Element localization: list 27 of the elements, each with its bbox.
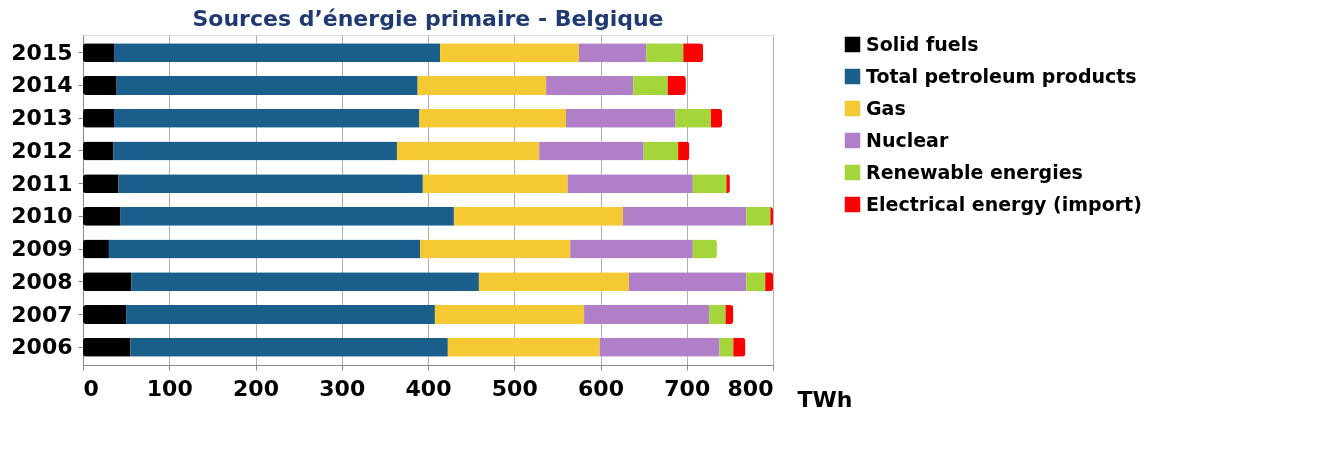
legend-label: Electrical energy (import) [866, 192, 1142, 215]
x-tick-label: 400 [405, 375, 452, 401]
y-tick-label: 2011 [11, 170, 73, 196]
y-tick-label: 2014 [11, 72, 73, 98]
y-tick-label: 2006 [11, 334, 73, 360]
y-tick-label: 2012 [11, 137, 73, 163]
x-tick-label: 300 [319, 375, 366, 401]
x-tick-label: 100 [146, 375, 193, 401]
y-tick-label: 2010 [11, 203, 73, 229]
x-tick-label: 0 [83, 375, 99, 401]
y-tick-label: 2007 [11, 301, 73, 327]
x-tick-label: 700 [664, 375, 711, 401]
y-tick-label: 2009 [11, 236, 73, 262]
y-tick-label: 2013 [11, 105, 73, 131]
x-axis-title: TWh [797, 386, 853, 412]
x-tick-label: 200 [233, 375, 279, 401]
x-tick-label: 500 [491, 375, 538, 401]
legend-label: Nuclear [866, 128, 949, 151]
x-tick-label: 800 [727, 375, 774, 401]
y-tick-label: 2015 [11, 39, 73, 65]
legend-label: Solid fuels [866, 32, 979, 55]
y-tick-label: 2008 [11, 268, 73, 294]
legend-label: Renewable energies [866, 160, 1083, 183]
x-tick-label: 600 [578, 375, 624, 401]
chart-title: Sources d’énergie primaire - Belgique [192, 6, 664, 31]
legend-label: Total petroleum products [866, 64, 1137, 87]
legend-label: Gas [866, 96, 906, 119]
